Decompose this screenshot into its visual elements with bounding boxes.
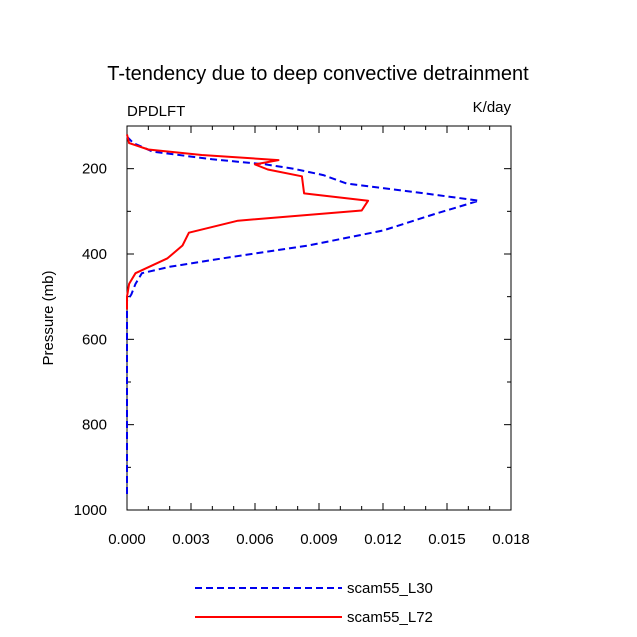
x-tick-label: 0.015 — [428, 531, 466, 548]
y-tick-label: 1000 — [74, 502, 107, 519]
series-group — [126, 134, 480, 498]
x-tick-label: 0.000 — [108, 531, 146, 548]
series-line-scam55_L30 — [126, 135, 480, 498]
x-tick-label: 0.003 — [172, 531, 210, 548]
x-tick-label: 0.018 — [492, 531, 530, 548]
axis-ticks: 0.000 0.003 0.006 0.009 0.012 0.015 0.018 200 40… — [74, 125, 530, 548]
legend-label: scam55_L30 — [347, 580, 433, 597]
y-tick-label: 600 — [82, 331, 107, 348]
legend-label: scam55_L72 — [347, 609, 433, 626]
plot-frame — [126, 125, 512, 511]
y-tick-label: 200 — [82, 161, 107, 178]
series-line-scam55_L72 — [126, 134, 370, 310]
y-tick-label: 400 — [82, 246, 107, 263]
x-tick-label: 0.006 — [236, 531, 274, 548]
y-tick-label: 800 — [82, 417, 107, 434]
chart-title: T-tendency due to deep convective detrai… — [107, 63, 529, 85]
left-string: DPDLFT — [127, 103, 185, 120]
legend: scam55_L30 scam55_L72 — [195, 580, 433, 626]
x-tick-label: 0.009 — [300, 531, 338, 548]
y-axis-label: Pressure (mb) — [40, 270, 57, 365]
units-label: K/day — [473, 99, 512, 116]
x-tick-label: 0.012 — [364, 531, 402, 548]
